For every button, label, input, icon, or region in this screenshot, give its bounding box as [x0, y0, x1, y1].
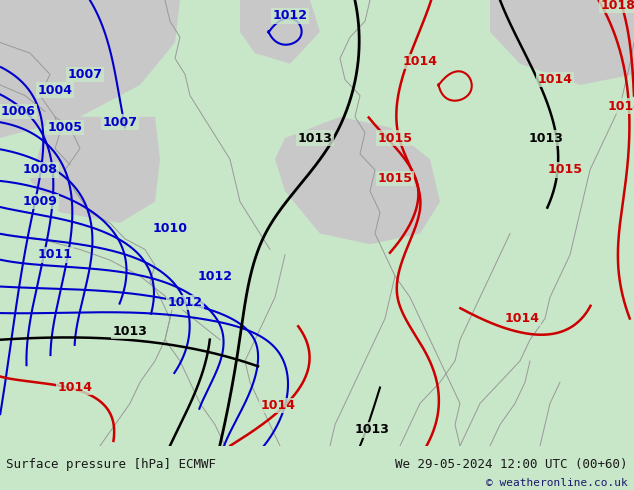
Text: 1006: 1006	[1, 105, 36, 118]
Text: 1014: 1014	[261, 399, 295, 412]
Text: 1014: 1014	[403, 55, 437, 68]
Text: Surface pressure [hPa] ECMWF: Surface pressure [hPa] ECMWF	[6, 458, 216, 471]
Text: 1015: 1015	[548, 163, 583, 176]
Text: 1014: 1014	[607, 99, 634, 113]
Polygon shape	[30, 117, 160, 223]
Polygon shape	[0, 0, 180, 138]
Text: © weatheronline.co.uk: © weatheronline.co.uk	[486, 478, 628, 488]
Text: We 29-05-2024 12:00 UTC (00+60): We 29-05-2024 12:00 UTC (00+60)	[395, 458, 628, 471]
Text: 1007: 1007	[103, 116, 138, 128]
Text: 1004: 1004	[37, 84, 72, 97]
Text: 1011: 1011	[37, 248, 72, 261]
Polygon shape	[240, 0, 320, 64]
Text: 1008: 1008	[23, 163, 58, 176]
Polygon shape	[490, 0, 634, 85]
Text: 1010: 1010	[153, 222, 188, 235]
Text: 1013: 1013	[113, 325, 148, 338]
Text: 1015: 1015	[377, 131, 413, 145]
Text: 1009: 1009	[23, 195, 58, 208]
Text: 1015: 1015	[377, 172, 413, 185]
Text: 1005: 1005	[48, 121, 82, 134]
Text: 1013: 1013	[297, 131, 332, 145]
Text: 1012: 1012	[198, 270, 233, 283]
Polygon shape	[275, 117, 440, 244]
Text: 1013: 1013	[529, 131, 564, 145]
Text: 1013: 1013	[354, 423, 389, 437]
Text: 1012: 1012	[167, 296, 202, 309]
Text: 1014: 1014	[58, 381, 93, 394]
Text: 1014: 1014	[505, 312, 540, 325]
Text: 1018: 1018	[600, 0, 634, 12]
Text: 1012: 1012	[273, 9, 307, 23]
Text: 1014: 1014	[538, 73, 573, 86]
Text: 1007: 1007	[67, 68, 103, 81]
